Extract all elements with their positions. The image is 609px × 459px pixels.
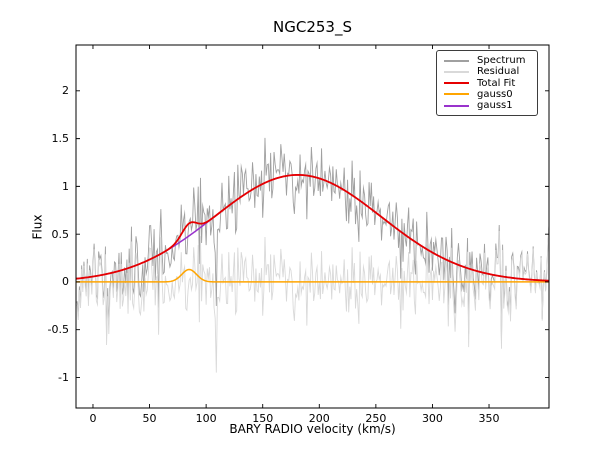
legend-line-swatch (444, 70, 469, 73)
y-tick-label: 2 (62, 84, 69, 98)
chart-title: NGC253_S (273, 18, 352, 36)
legend-label: gauss0 (477, 88, 513, 100)
y-tick-label: 1.5 (51, 132, 70, 146)
legend-line-swatch (444, 59, 469, 62)
y-tick-label: -0.5 (47, 323, 69, 337)
legend-label: Spectrum (477, 55, 526, 66)
legend-entry: gauss1 (444, 100, 530, 111)
x-tick-label: 350 (478, 412, 500, 425)
x-tick-label: 50 (142, 412, 157, 425)
x-axis-label: BARY RADIO velocity (km/s) (229, 422, 396, 436)
x-tick-label: 200 (308, 412, 330, 425)
y-tick-label: 0 (62, 275, 69, 289)
legend-entry: Spectrum (444, 55, 530, 66)
legend-entry: Residual (444, 66, 530, 77)
y-tick-label: -1 (58, 370, 69, 384)
legend-line-swatch (444, 82, 469, 84)
legend: Spectrum Residual Total Fit gauss0 gauss1 (436, 50, 538, 116)
x-tick-label: 0 (89, 412, 97, 425)
legend-label: gauss1 (477, 100, 513, 111)
x-tick-label: 300 (421, 412, 443, 425)
legend-label: Total Fit (477, 77, 516, 89)
x-tick-label: 250 (365, 412, 387, 425)
y-tick-label: 1 (62, 179, 69, 193)
legend-line-swatch (444, 93, 469, 96)
legend-entry: Total Fit (444, 78, 530, 89)
x-tick-label: 100 (195, 412, 217, 425)
x-tick-label: 150 (252, 412, 274, 425)
y-tick-label: 0.5 (51, 227, 70, 241)
legend-entry: gauss0 (444, 89, 530, 100)
legend-line-swatch (444, 104, 469, 107)
legend-label: Residual (477, 66, 520, 78)
